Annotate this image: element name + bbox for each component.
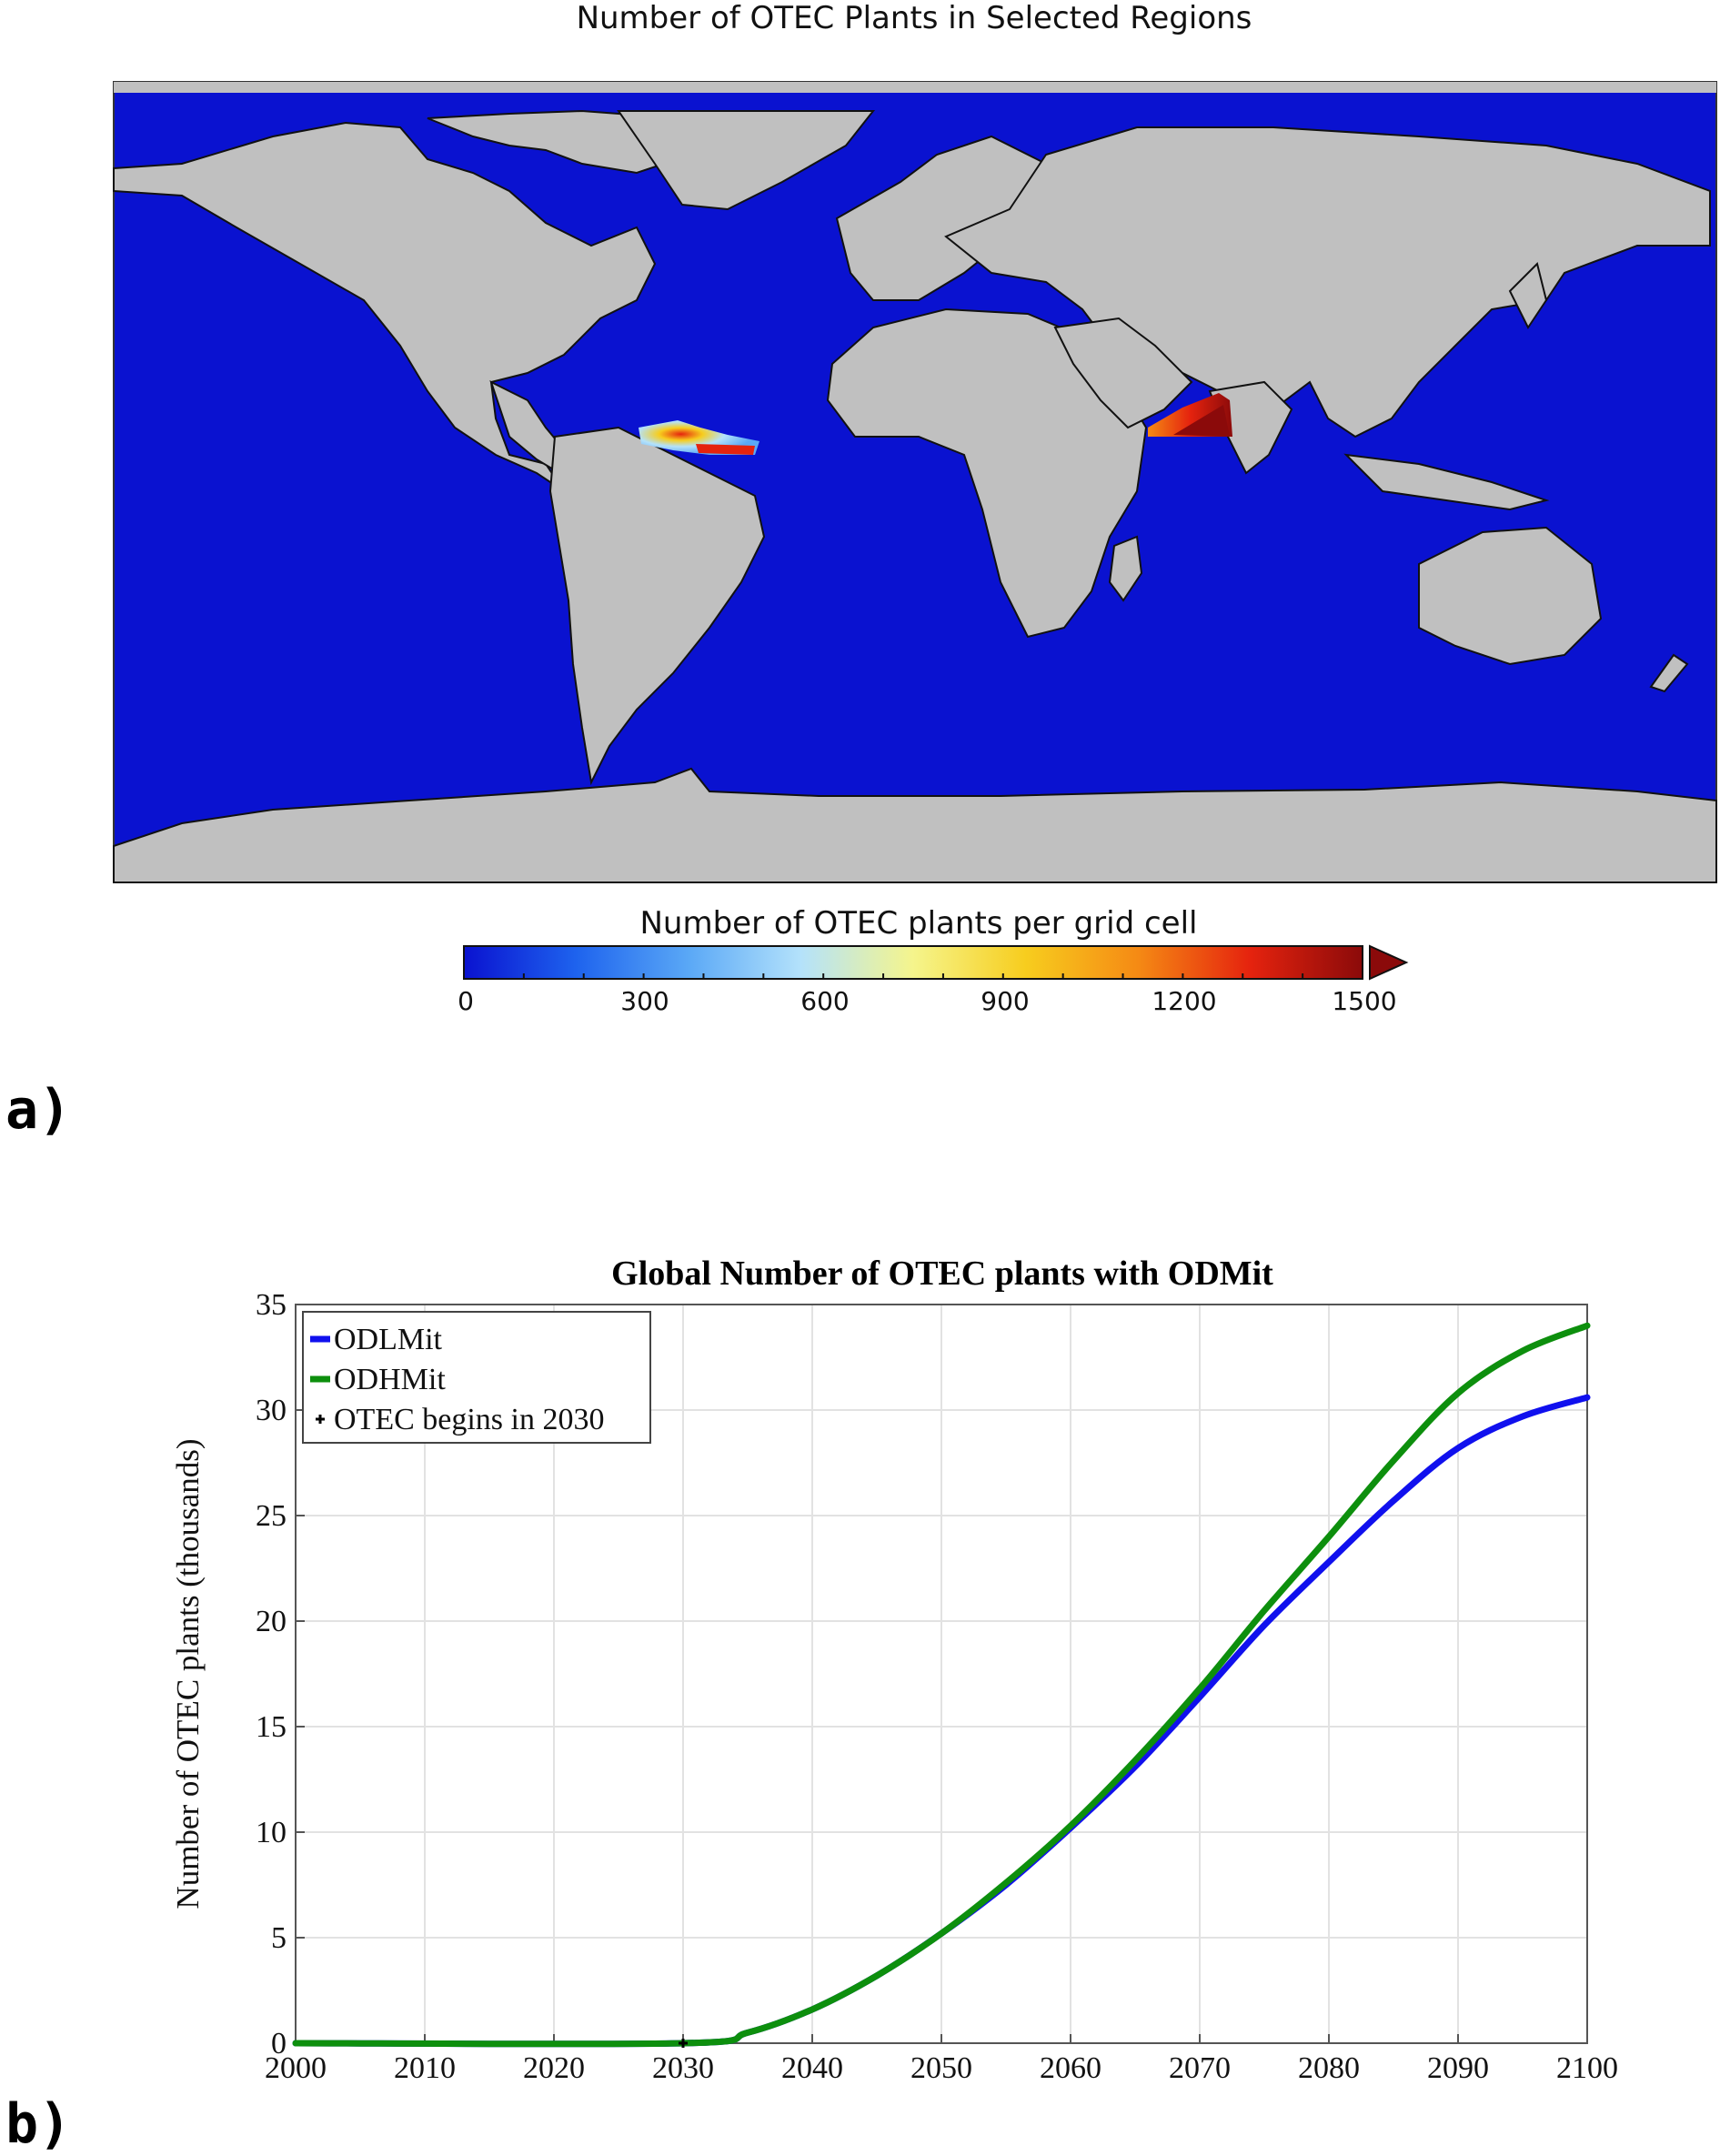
colorbar — [463, 945, 1363, 980]
map-top-band — [114, 82, 1716, 93]
x-tick-label: 2000 — [265, 2051, 327, 2085]
land-masses — [113, 109, 1717, 883]
land-madagascar — [1108, 535, 1143, 602]
map-figure — [113, 81, 1717, 981]
land-antarctica — [113, 767, 1717, 883]
chart-series — [292, 1322, 1591, 2048]
colorbar-tick-300: 300 — [620, 986, 669, 1016]
legend-label: ODHMit — [334, 1363, 446, 1396]
y-tick-label: 10 — [256, 1816, 287, 1849]
x-tick-label: 2020 — [523, 2051, 585, 2085]
otec-hotspot-arabian-sea-core — [1173, 405, 1230, 437]
legend-box — [302, 1311, 651, 1444]
land-south-america — [548, 426, 766, 786]
land-north-america — [113, 121, 657, 492]
colorbar-tick-marks — [522, 973, 1304, 979]
x-tick-label: 2050 — [910, 2051, 972, 2085]
panel-label-b: b) — [5, 2092, 72, 2156]
legend-marker — [316, 1415, 325, 1424]
y-tick-label: 15 — [256, 1710, 287, 1744]
land-greenland — [617, 110, 876, 211]
y-tick-label: 25 — [256, 1499, 287, 1533]
map-title: Number of OTEC Plants in Selected Region… — [576, 0, 1252, 36]
y-tick-label: 30 — [256, 1394, 287, 1427]
x-tick-label: 2090 — [1427, 2051, 1489, 2085]
land-new-zealand — [1649, 653, 1689, 693]
y-axis-label: Number of OTEC plants (thousands) — [170, 1438, 206, 1909]
colorbar-extend-arrow — [1369, 944, 1409, 981]
land-arabia — [1053, 317, 1193, 429]
land-africa — [826, 307, 1148, 639]
marker-otec-begins — [679, 2039, 688, 2048]
y-tick-label: 20 — [256, 1605, 287, 1638]
x-tick-label: 2040 — [781, 2051, 843, 2085]
chart-title: Global Number of OTEC plants with ODMit — [611, 1254, 1273, 1293]
x-tick-label: 2070 — [1169, 2051, 1231, 2085]
x-axis-ticks: 2000 2010 2020 2030 2040 2050 2060 2070 2080 2090… — [265, 2034, 1618, 2085]
colorbar-tick-0: 0 — [458, 986, 474, 1016]
chart-markers — [679, 2039, 688, 2048]
colorbar-tick-600: 600 — [800, 986, 850, 1016]
legend-label: ODLMit — [334, 1323, 443, 1356]
land-australia — [1418, 526, 1603, 666]
x-tick-label: 2030 — [652, 2051, 714, 2085]
legend: ODLMit ODHMit OTEC begins in 2030 — [302, 1311, 651, 1444]
colorbar-tick-900: 900 — [981, 986, 1030, 1016]
colorbar-tick-1200: 1200 — [1152, 986, 1217, 1016]
colorbar-tick-1500: 1500 — [1332, 986, 1397, 1016]
y-tick-label: 5 — [271, 1921, 287, 1955]
legend-label: OTEC begins in 2030 — [334, 1403, 604, 1436]
otec-hotspot-caribbean-core — [696, 444, 755, 455]
x-tick-label: 2010 — [394, 2051, 456, 2085]
land-se-asia-islands — [1343, 453, 1550, 511]
colorbar-title: Number of OTEC plants per grid cell — [639, 905, 1198, 942]
x-tick-label: 2080 — [1298, 2051, 1360, 2085]
x-tick-label: 2100 — [1556, 2051, 1618, 2085]
y-axis-ticks: 0 5 10 15 20 25 30 35 — [256, 1288, 305, 2060]
series-line-odhmit — [292, 1322, 1591, 2048]
y-tick-label: 35 — [256, 1288, 287, 1322]
land-japan — [1508, 262, 1548, 329]
x-tick-label: 2060 — [1040, 2051, 1101, 2085]
y-tick-label: 0 — [271, 2027, 287, 2060]
panel-label-a: a) — [5, 1078, 72, 1142]
